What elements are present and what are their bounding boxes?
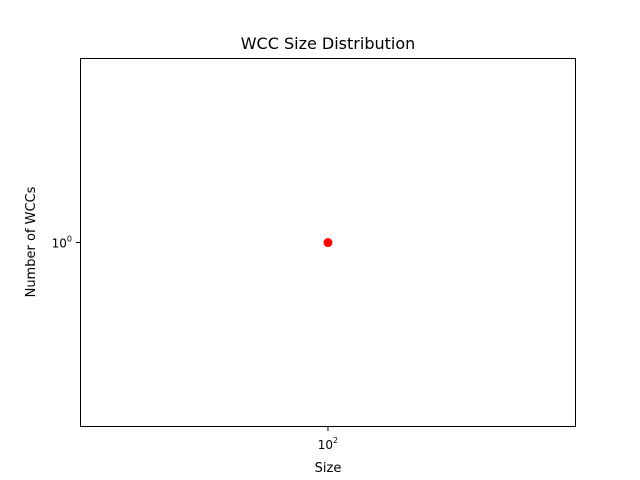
y-tick-label-exponent: 0: [67, 235, 72, 244]
y-tick-label: 100: [52, 235, 72, 251]
data-points-layer: [323, 238, 333, 248]
x-tick-label-exponent: 2: [333, 436, 338, 445]
y-axis-label: Number of WCCs: [24, 186, 39, 297]
data-point: [323, 238, 333, 248]
plot-frame: [80, 58, 576, 427]
x-tick-label: 102: [318, 436, 338, 452]
x-axis-label: Size: [315, 461, 342, 476]
chart-title: WCC Size Distribution: [241, 34, 416, 53]
y-tick-label-base: 10: [52, 237, 67, 251]
x-tick-label-base: 10: [318, 438, 333, 452]
